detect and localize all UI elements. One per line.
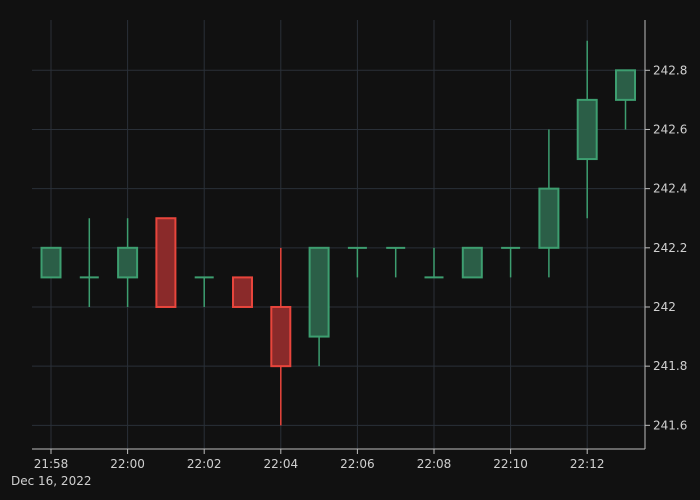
candle-body [155, 217, 177, 308]
x-tick-label: 22:08 [417, 457, 452, 471]
candle-increasing [501, 246, 521, 278]
candle-decreasing [270, 247, 292, 426]
candle-body [615, 69, 636, 101]
candle-body [538, 187, 560, 249]
candle-decreasing [232, 276, 253, 308]
candle-body [576, 98, 598, 161]
tick-labels: 21:58 22:00 22:02 22:04 22:06 22:08 22:10 22:12… [34, 63, 688, 471]
axes [32, 20, 650, 454]
x-tick-label: 22:02 [187, 457, 222, 471]
candle-increasing [40, 246, 62, 279]
y-tick-label: 241.6 [653, 418, 687, 432]
candle-increasing [424, 247, 444, 279]
candle-increasing [576, 40, 598, 219]
candle-body [308, 246, 330, 338]
candle-increasing [347, 246, 367, 278]
y-tick-label: 242 [653, 300, 676, 314]
x-tick-label: 22:12 [570, 457, 605, 471]
candle-increasing [117, 218, 139, 307]
candle-body [40, 246, 62, 279]
date-label: Dec 16, 2022 [11, 474, 91, 488]
y-tick-label: 242.2 [653, 241, 687, 255]
candle-increasing [538, 129, 560, 278]
candle-body [461, 246, 483, 279]
y-tick-label: 241.8 [653, 359, 687, 373]
candle-increasing [308, 246, 330, 367]
candle-increasing [79, 218, 99, 307]
candle-body [270, 305, 292, 368]
x-tick-label: 22:06 [340, 457, 375, 471]
candle-increasing [194, 276, 214, 307]
y-tick-label: 242.8 [653, 63, 687, 77]
candle-body [232, 276, 253, 308]
candle-body [117, 246, 139, 279]
candle-increasing [461, 246, 483, 279]
y-tick-label: 242.6 [653, 122, 687, 136]
candle-increasing [615, 69, 636, 130]
candle-decreasing [155, 217, 177, 308]
y-tick-label: 242.4 [653, 182, 687, 196]
x-tick-label: 22:00 [110, 457, 145, 471]
x-tick-label: 22:10 [493, 457, 528, 471]
candle-increasing [386, 246, 406, 278]
x-tick-label: 21:58 [34, 457, 69, 471]
x-tick-label: 22:04 [264, 457, 299, 471]
candles [40, 40, 636, 426]
